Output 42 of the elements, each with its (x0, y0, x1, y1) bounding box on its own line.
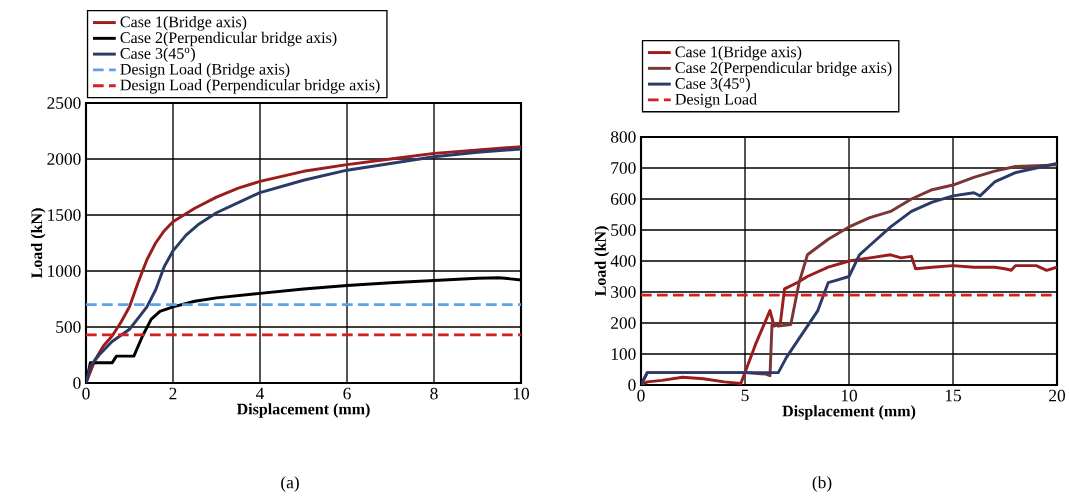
y-tick-label: 200 (611, 317, 636, 329)
x-tick-label: 6 (343, 387, 351, 400)
y-tick-label: 2000 (47, 153, 81, 165)
legend-label: Design Load (Bridge axis) (120, 63, 290, 78)
x-tick-label: 0 (82, 387, 90, 400)
y-tick-label: 300 (611, 286, 636, 298)
x-axis-title: Displacement (mm) (236, 403, 370, 418)
legend-label: Case 3(45$^{o}$) (675, 77, 750, 93)
x-tick-label: 5 (741, 389, 749, 402)
legend-label: Case 1(Bridge axis) (120, 16, 247, 31)
legend-label: Design Load (675, 93, 757, 108)
legend-label: Design Load (Perpendicular bridge axis) (120, 79, 380, 94)
x-axis-title: Displacement (mm) (782, 405, 916, 420)
text: (a) (281, 476, 299, 492)
y-axis-title: Load (kN) (30, 208, 46, 279)
line-series (641, 253, 1058, 385)
legend-label: Case 2(Perpendicular bridge axis) (675, 61, 892, 77)
y-tick-label: 1000 (48, 265, 81, 277)
legend-label: Case 1(Bridge axis) (675, 46, 802, 61)
x-tick-label: 2 (169, 387, 177, 400)
text: (b) (812, 476, 832, 492)
y-tick-label: 700 (611, 162, 636, 174)
y-tick-label: 100 (611, 348, 636, 360)
y-tick-label: 600 (611, 193, 636, 205)
x-tick-label: 20 (1049, 389, 1066, 402)
x-tick-label: 10 (513, 387, 530, 400)
x-tick-label: 10 (841, 389, 858, 402)
y-tick-label: 0 (73, 377, 81, 389)
y-axis-title: Load (kN) (594, 226, 610, 297)
legend-label: Case 3(45$^{o}$) (120, 47, 195, 63)
x-tick-label: 15 (945, 389, 961, 402)
y-tick-label: 400 (610, 255, 636, 267)
x-tick-label: 4 (256, 387, 265, 400)
y-tick-label: 800 (610, 131, 636, 143)
y-tick-label: 500 (56, 321, 81, 333)
x-tick-label: 0 (637, 389, 645, 402)
x-tick-label: 8 (430, 387, 438, 400)
y-tick-label: 2500 (47, 97, 81, 109)
legend-label: Case 2(Perpendicular bridge axis) (120, 31, 337, 47)
y-tick-label: 1500 (48, 209, 81, 221)
y-tick-label: 0 (628, 379, 636, 391)
y-tick-label: 500 (611, 224, 636, 236)
